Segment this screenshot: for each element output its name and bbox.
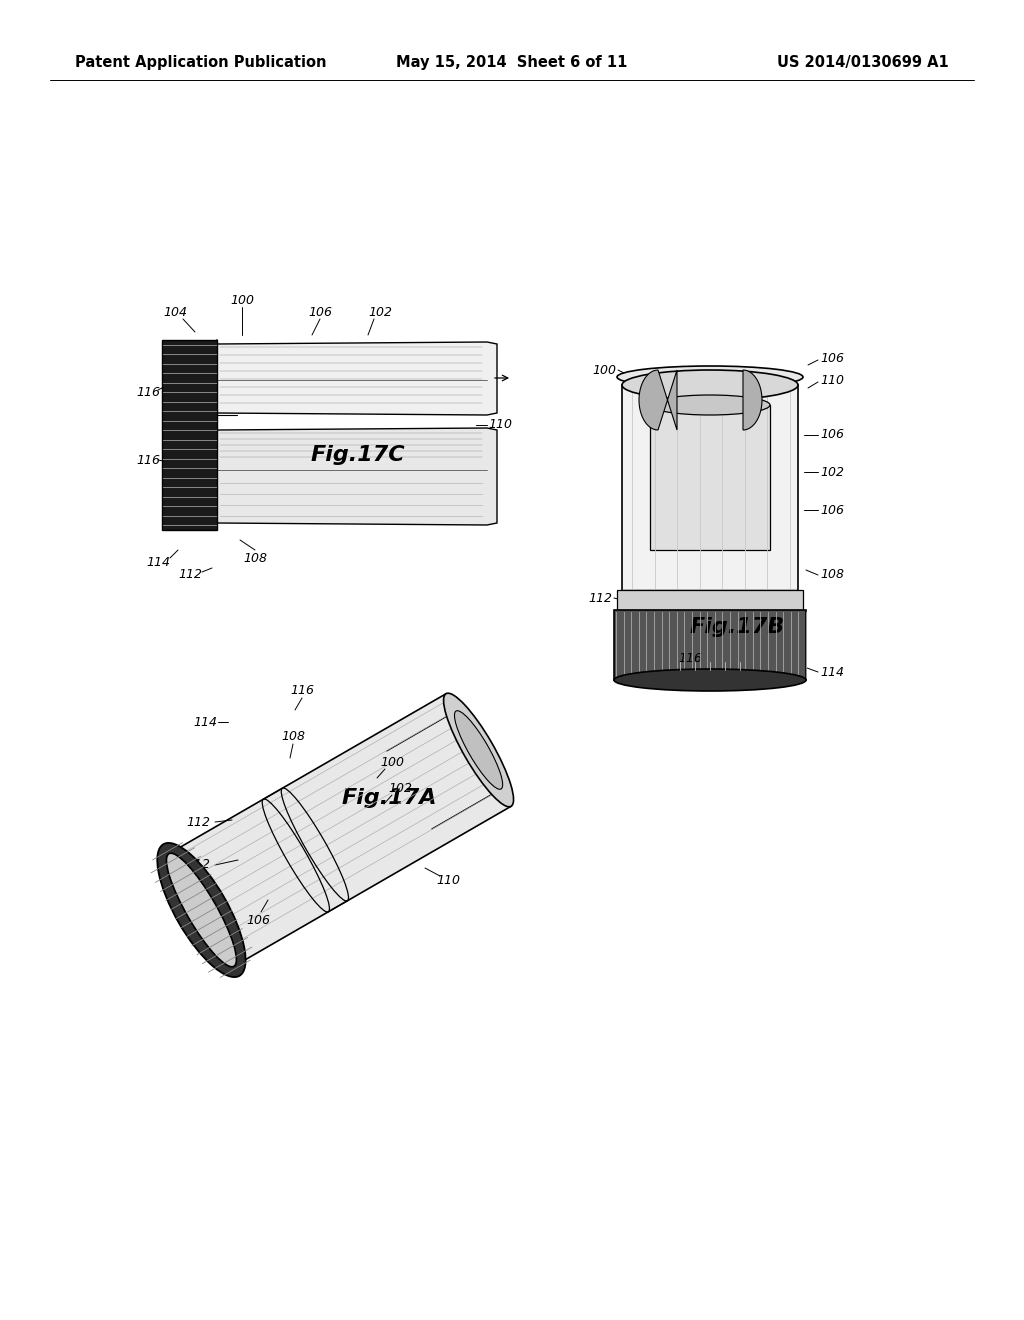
Text: 116: 116 — [678, 652, 702, 664]
Text: 108: 108 — [820, 569, 844, 582]
Text: 106: 106 — [308, 305, 332, 318]
Text: US 2014/0130699 A1: US 2014/0130699 A1 — [777, 54, 949, 70]
Text: 112: 112 — [588, 591, 612, 605]
Text: 102: 102 — [388, 781, 412, 795]
Text: 112: 112 — [178, 569, 202, 582]
Polygon shape — [217, 342, 497, 414]
Polygon shape — [217, 428, 497, 525]
Bar — [622, 385, 798, 645]
Text: 108: 108 — [243, 552, 267, 565]
Text: 116: 116 — [290, 684, 314, 697]
Text: 102: 102 — [820, 466, 844, 479]
Text: 100: 100 — [230, 293, 254, 306]
Polygon shape — [639, 370, 677, 430]
Ellipse shape — [617, 366, 803, 388]
Ellipse shape — [167, 853, 237, 966]
Text: Fig.17C: Fig.17C — [310, 445, 406, 465]
Text: 116: 116 — [136, 454, 160, 466]
Polygon shape — [743, 370, 762, 430]
Ellipse shape — [622, 370, 798, 400]
Ellipse shape — [650, 395, 770, 414]
Ellipse shape — [443, 693, 514, 807]
Text: 100: 100 — [380, 755, 404, 768]
Bar — [162, 341, 217, 531]
Text: 102: 102 — [368, 305, 392, 318]
Text: 100: 100 — [592, 363, 616, 376]
Text: May 15, 2014  Sheet 6 of 11: May 15, 2014 Sheet 6 of 11 — [396, 54, 628, 70]
Text: 106: 106 — [820, 351, 844, 364]
Text: 114: 114 — [193, 715, 217, 729]
Ellipse shape — [158, 843, 246, 977]
Bar — [650, 405, 770, 550]
Bar — [617, 590, 803, 610]
Text: 110: 110 — [820, 374, 844, 387]
Text: 106: 106 — [246, 913, 270, 927]
Text: 110: 110 — [488, 418, 512, 432]
Text: 112: 112 — [186, 816, 210, 829]
Text: 112: 112 — [186, 858, 210, 871]
Text: Fig.17A: Fig.17A — [341, 788, 437, 808]
Text: 106: 106 — [820, 503, 844, 516]
Text: Patent Application Publication: Patent Application Publication — [75, 54, 327, 70]
Text: 104: 104 — [163, 305, 187, 318]
Polygon shape — [169, 694, 511, 966]
Ellipse shape — [614, 669, 806, 690]
Text: 114: 114 — [146, 557, 170, 569]
Ellipse shape — [455, 710, 503, 789]
Bar — [614, 610, 806, 680]
Text: 106: 106 — [820, 429, 844, 441]
Text: 108: 108 — [281, 730, 305, 742]
Text: 110: 110 — [436, 874, 460, 887]
Text: 116: 116 — [136, 387, 160, 400]
Text: 114: 114 — [820, 665, 844, 678]
Text: Fig.17B: Fig.17B — [689, 616, 784, 638]
